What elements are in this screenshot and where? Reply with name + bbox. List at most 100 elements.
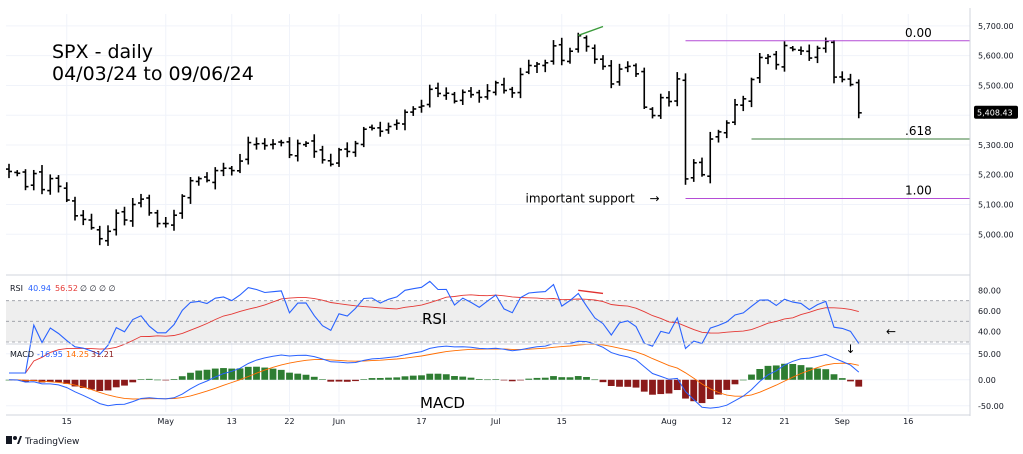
- x-tick-label: 21: [779, 417, 789, 426]
- macd-histogram-bar: [574, 376, 582, 380]
- macd-histogram-bar: [409, 375, 417, 380]
- price-bar: [583, 35, 590, 52]
- price-bar: [567, 47, 573, 64]
- price-bar: [517, 67, 524, 99]
- macd-histogram-bar: [277, 369, 285, 380]
- price-bar: [228, 166, 235, 176]
- x-tick-label: Jul: [490, 417, 501, 426]
- price-bar: [237, 153, 243, 174]
- macd-histogram-bar: [731, 379, 739, 385]
- macd-legend-value1: -16.95: [37, 350, 63, 359]
- price-bar: [525, 59, 532, 75]
- price-bar: [14, 170, 21, 177]
- price-bar: [80, 210, 87, 226]
- macd-tick-label: -50.00: [978, 402, 1004, 411]
- macd-tick-label: 0.00: [978, 376, 996, 385]
- support-arrow: →: [650, 192, 660, 206]
- price-bar: [822, 37, 829, 53]
- rsi-tick-label: 60.00: [978, 307, 1001, 316]
- fib-level-label: 0.00: [905, 26, 932, 40]
- rsi-legend: RSI 40.94 56.52 ∅ ∅ ∅ ∅: [10, 284, 116, 293]
- price-bar: [360, 126, 367, 148]
- macd-histogram-bar: [79, 379, 87, 389]
- macd-histogram-bar: [46, 379, 54, 382]
- price-bar: [608, 60, 615, 89]
- tradingview-logo[interactable]: TradingView: [6, 436, 79, 447]
- macd-histogram-bar: [739, 379, 747, 381]
- price-bar: [154, 209, 161, 228]
- macd-histogram-bar: [525, 378, 533, 380]
- macd-histogram-bar: [261, 367, 269, 380]
- price-bar: [146, 194, 153, 216]
- macd-histogram-bar: [170, 379, 178, 380]
- price-bar: [171, 209, 177, 231]
- x-tick-label: May: [157, 417, 174, 426]
- price-bar: [831, 39, 837, 84]
- price-bar: [855, 79, 862, 119]
- price-bar: [674, 72, 681, 107]
- price-bar: [740, 95, 747, 112]
- macd-histogram-bar: [459, 376, 467, 380]
- price-bar: [121, 206, 128, 226]
- macd-histogram-bar: [451, 376, 458, 380]
- macd-histogram-bar: [698, 379, 706, 404]
- price-bar: [88, 213, 95, 230]
- macd-histogram-bar: [756, 368, 764, 380]
- chart-title-line-2: 04/03/24 to 09/06/24: [52, 63, 254, 85]
- rsi-legend-name: RSI: [10, 284, 23, 293]
- macd-histogram-bar: [343, 379, 351, 382]
- macd-histogram-bar: [475, 379, 483, 380]
- macd-signal-line: [9, 343, 859, 400]
- price-bar: [715, 129, 722, 143]
- macd-histogram-bar: [327, 379, 335, 382]
- macd-histogram-bar: [558, 377, 566, 380]
- price-bar: [501, 77, 507, 94]
- macd-histogram-bar: [360, 379, 368, 380]
- price-bar: [369, 124, 375, 131]
- x-tick-label: 15: [557, 417, 567, 426]
- price-bar: [204, 172, 210, 183]
- macd-histogram-bar: [145, 378, 153, 380]
- tradingview-logo-icon: [6, 436, 12, 444]
- macd-histogram-bar: [178, 376, 186, 380]
- macd-histogram-bar: [401, 376, 409, 380]
- price-bar: [624, 61, 631, 73]
- macd-histogram-bar: [715, 379, 722, 395]
- price-bar: [839, 71, 846, 83]
- macd-legend-name: MACD: [10, 350, 34, 359]
- price-bar: [105, 225, 111, 246]
- macd-histogram-bar: [467, 377, 475, 380]
- macd-histogram-bar: [624, 379, 632, 387]
- price-bar: [96, 225, 103, 246]
- macd-histogram-bar: [63, 379, 71, 384]
- macd-histogram-bar: [352, 379, 359, 382]
- price-bar: [212, 167, 219, 190]
- macd-histogram-bar: [442, 374, 450, 380]
- price-bar: [393, 119, 400, 130]
- rsi-legend-value1: 40.94: [28, 284, 51, 293]
- macd-histogram-bar: [484, 379, 491, 381]
- macd-histogram-bar: [632, 379, 640, 388]
- price-bar: [179, 194, 186, 219]
- price-bar: [509, 86, 516, 98]
- price-bar: [748, 77, 755, 108]
- price-tick-label: 5,700.00: [978, 22, 1014, 31]
- price-bar: [633, 63, 639, 77]
- price-bar: [402, 109, 408, 131]
- macd-panel-label: MACD: [420, 394, 465, 412]
- macd-histogram-bar: [583, 376, 590, 380]
- price-bar: [732, 98, 738, 126]
- macd-histogram-bar: [781, 363, 788, 380]
- price-bar: [666, 91, 672, 107]
- price-bar: [542, 59, 549, 73]
- macd-histogram-bar: [195, 370, 203, 380]
- price-bar: [690, 159, 697, 182]
- rsi-lines: ←: [9, 280, 896, 374]
- macd-lines: ↓: [5, 340, 863, 409]
- rsi-divergence-line: [578, 289, 604, 295]
- price-bar: [303, 141, 309, 147]
- price-bar: [723, 120, 730, 139]
- macd-histogram-bar: [599, 379, 607, 383]
- macd-histogram-bar: [244, 366, 252, 380]
